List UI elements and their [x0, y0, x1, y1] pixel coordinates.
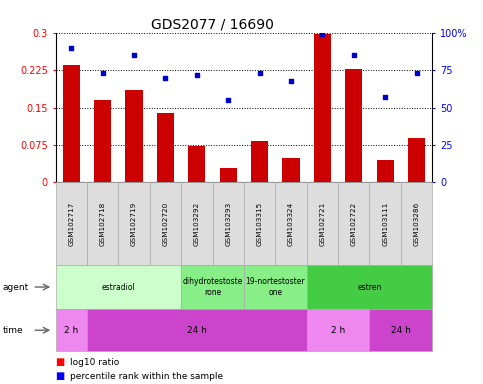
Point [161, 74, 170, 81]
Point [193, 71, 201, 78]
Point [68, 45, 75, 51]
Bar [220, 169, 237, 182]
Point [350, 52, 357, 58]
Text: time: time [2, 326, 23, 335]
Text: agent: agent [2, 283, 28, 291]
Point [412, 70, 420, 76]
Bar [126, 90, 142, 182]
Point [224, 97, 232, 103]
Bar [157, 113, 174, 182]
Point [319, 31, 327, 37]
Text: GSM102717: GSM102717 [68, 202, 74, 246]
Text: GSM103324: GSM103324 [288, 202, 294, 246]
Text: GSM102721: GSM102721 [319, 202, 326, 246]
Point [287, 78, 295, 84]
Text: 2 h: 2 h [331, 326, 345, 335]
Text: GSM102718: GSM102718 [99, 202, 106, 246]
Text: estren: estren [357, 283, 382, 291]
Point [256, 70, 264, 76]
Point [99, 70, 107, 76]
Text: GSM102722: GSM102722 [351, 202, 357, 246]
Text: GSM102719: GSM102719 [131, 202, 137, 246]
Text: GSM103293: GSM103293 [225, 202, 231, 246]
Bar [251, 141, 268, 182]
Point [130, 52, 138, 58]
Text: log10 ratio: log10 ratio [70, 358, 119, 367]
Bar [188, 146, 205, 182]
Text: 2 h: 2 h [64, 326, 78, 335]
Bar [283, 159, 299, 182]
Text: GSM102720: GSM102720 [162, 202, 169, 246]
Text: 19-nortestoster
one: 19-nortestoster one [245, 277, 305, 297]
Text: GSM103315: GSM103315 [256, 202, 263, 246]
Bar [345, 69, 362, 182]
Text: ■: ■ [56, 371, 65, 381]
Text: 24 h: 24 h [391, 326, 411, 335]
Text: percentile rank within the sample: percentile rank within the sample [70, 372, 223, 381]
Text: ■: ■ [56, 357, 65, 367]
Text: dihydrotestoste
rone: dihydrotestoste rone [183, 277, 243, 297]
Text: GSM103286: GSM103286 [413, 202, 420, 246]
Point [382, 94, 389, 100]
Bar [94, 100, 111, 182]
Text: 24 h: 24 h [187, 326, 207, 335]
Bar [63, 65, 80, 182]
Text: GDS2077 / 16690: GDS2077 / 16690 [151, 17, 274, 31]
Text: GSM103111: GSM103111 [382, 202, 388, 246]
Bar [377, 160, 394, 182]
Text: GSM103292: GSM103292 [194, 202, 200, 246]
Bar [408, 139, 425, 182]
Bar [314, 34, 331, 182]
Text: estradiol: estradiol [101, 283, 135, 291]
